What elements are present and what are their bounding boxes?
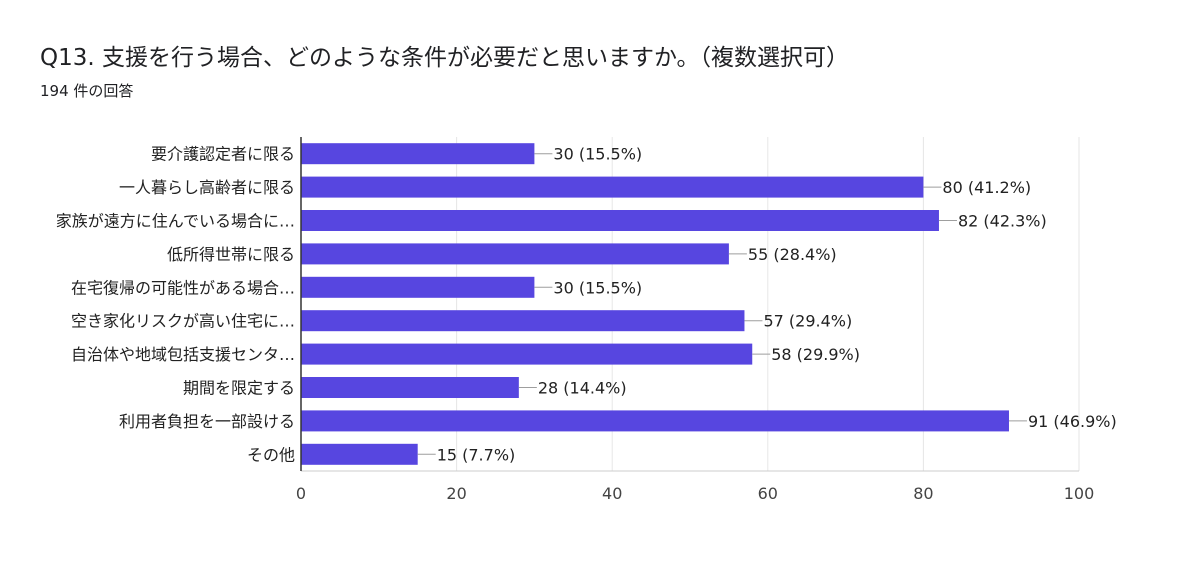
data-label: 28 (14.4%) — [538, 379, 627, 398]
category-label: 自治体や地域包括支援センタ… — [71, 345, 295, 364]
bar — [301, 410, 1009, 432]
x-tick-label: 80 — [913, 484, 933, 503]
bar — [301, 243, 729, 265]
data-label: 30 (15.5%) — [553, 145, 642, 164]
data-label: 58 (29.9%) — [771, 345, 860, 364]
data-label: 57 (29.4%) — [763, 312, 852, 331]
category-label: 要介護認定者に限る — [151, 145, 295, 164]
category-label: 空き家化リスクが高い住宅に… — [71, 312, 295, 331]
x-tick-label: 60 — [758, 484, 778, 503]
data-label: 30 (15.5%) — [553, 278, 642, 297]
data-label: 80 (41.2%) — [942, 178, 1031, 197]
x-tick-label: 40 — [602, 484, 622, 503]
category-label: 一人暮らし高齢者に限る — [119, 178, 295, 197]
x-tick-label: 20 — [446, 484, 466, 503]
category-label: その他 — [247, 445, 295, 464]
bar — [301, 210, 939, 231]
chart-title: Q13. 支援を行う場合、どのような条件が必要だと思いますか。（複数選択可） — [40, 45, 850, 71]
x-tick-label: 100 — [1064, 484, 1095, 503]
bar — [301, 310, 745, 332]
data-label: 91 (46.9%) — [1028, 412, 1117, 431]
category-label: 期間を限定する — [183, 379, 295, 398]
response-count: 194 件の回答 — [40, 82, 134, 100]
bar — [301, 343, 753, 365]
bar — [301, 377, 519, 398]
category-label: 家族が遠方に住んでいる場合に… — [56, 212, 295, 231]
bar — [301, 143, 535, 165]
data-label: 82 (42.3%) — [958, 212, 1047, 231]
bar — [301, 443, 418, 465]
bar — [301, 176, 924, 198]
data-label: 55 (28.4%) — [748, 245, 837, 264]
category-label: 低所得世帯に限る — [167, 245, 295, 264]
bar — [301, 276, 535, 298]
category-label: 利用者負担を一部設ける — [119, 412, 295, 431]
x-tick-label: 0 — [296, 484, 306, 503]
data-label: 15 (7.7%) — [437, 445, 516, 464]
category-label: 在宅復帰の可能性がある場合… — [71, 278, 295, 297]
